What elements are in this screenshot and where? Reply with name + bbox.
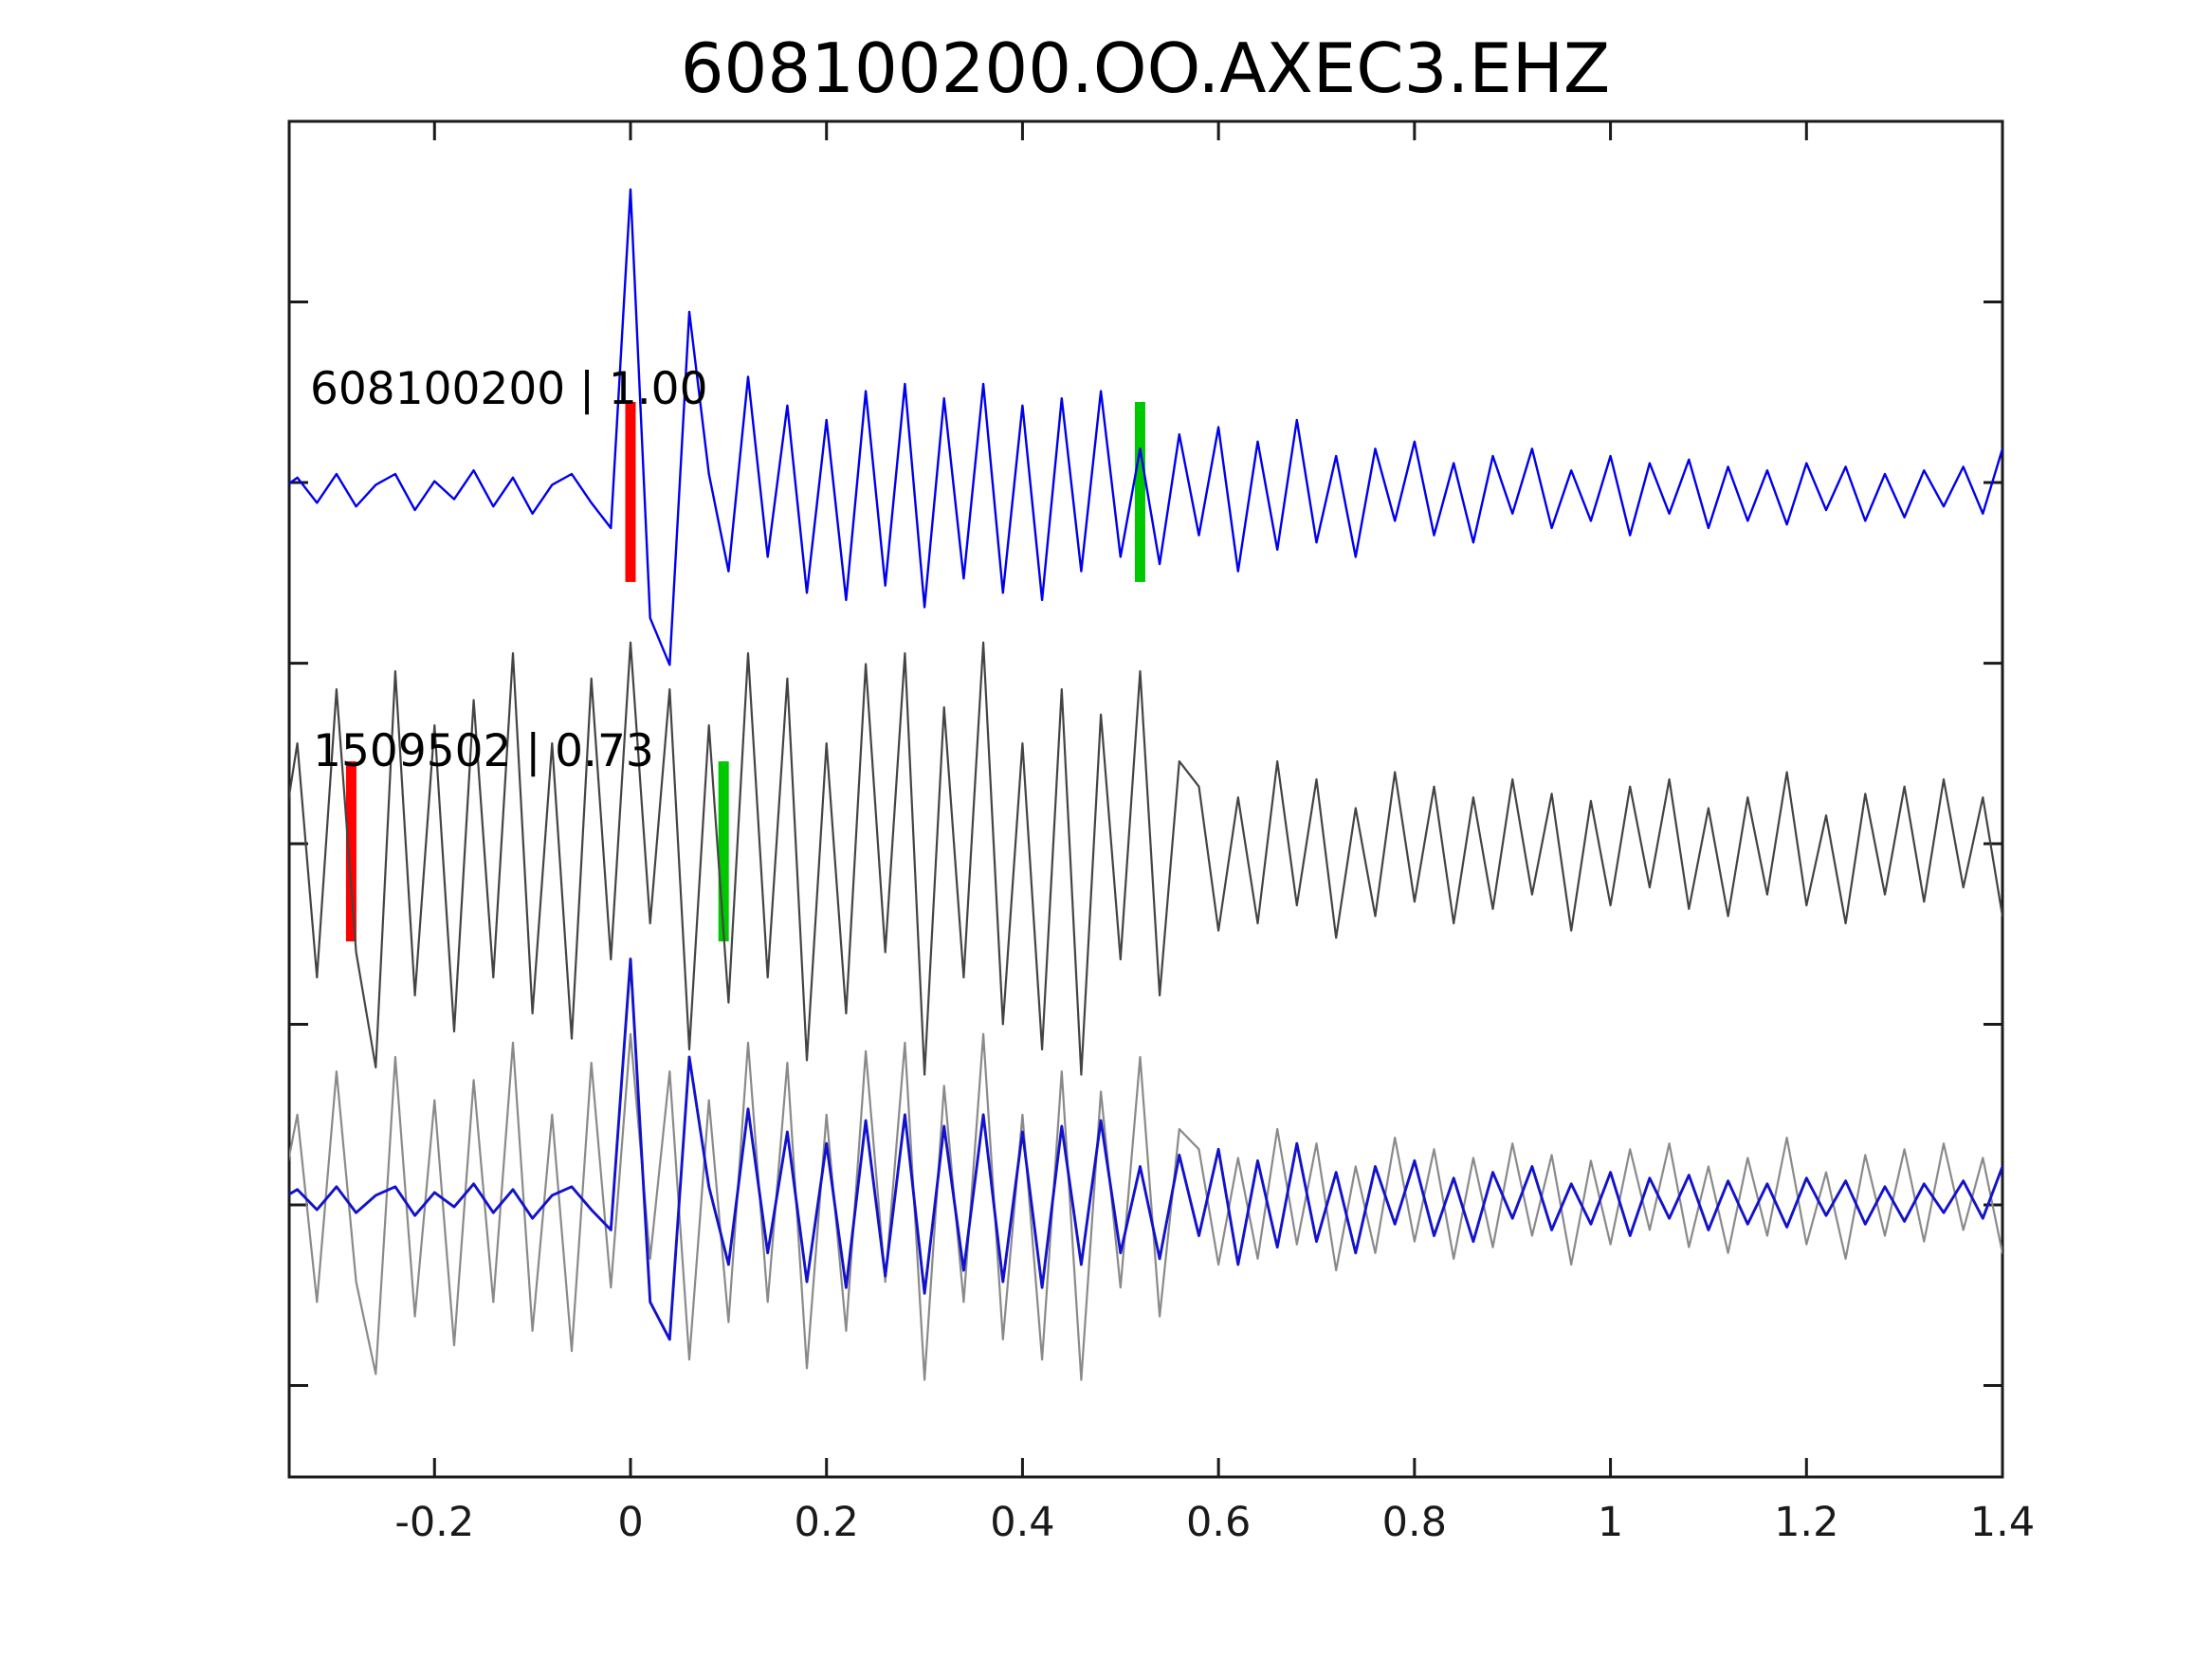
x-tick-label: 1.2: [1774, 1499, 1838, 1546]
axis-ticks: [289, 121, 2004, 1477]
x-tick-labels: -0.2 0 0.2 0.4 0.6 0.8 1 1.2 1.4: [394, 1499, 2035, 1546]
trace-label-template: 1509502 | 0.73: [313, 725, 654, 777]
x-tick-label: 0.6: [1186, 1499, 1251, 1546]
pick-green-marker: [1134, 402, 1145, 582]
pick-green-marker: [718, 761, 729, 942]
chart-title: 608100200.OO.AXEC3.EHZ: [681, 28, 1610, 108]
pick-red-marker: [345, 761, 356, 942]
trace-template: [289, 641, 2002, 1076]
pick-markers: [345, 402, 1145, 942]
x-tick-label: 1.4: [1970, 1499, 2035, 1546]
trace-label-detection: 608100200 | 1.00: [310, 363, 707, 415]
pick-red-marker: [625, 402, 636, 582]
traces: [289, 188, 2002, 1381]
x-tick-label: 1: [1598, 1499, 1623, 1546]
plot-border: [287, 119, 2004, 1479]
x-tick-label: -0.2: [394, 1499, 474, 1546]
x-tick-label: 0: [617, 1499, 643, 1546]
x-tick-label: 0.8: [1382, 1499, 1447, 1546]
trace-detection: [289, 188, 2002, 666]
trace-labels: 608100200 | 1.00 1509502 | 0.73: [310, 363, 707, 777]
trace-overlay-template: [289, 1032, 2002, 1381]
x-tick-label: 0.2: [795, 1499, 859, 1546]
x-tick-label: 0.4: [990, 1499, 1054, 1546]
trace-overlay-detection: [289, 957, 2002, 1341]
